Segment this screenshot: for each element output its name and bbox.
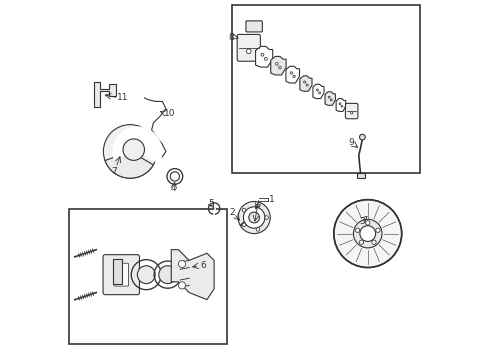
Circle shape	[333, 200, 401, 267]
Circle shape	[289, 72, 292, 74]
Polygon shape	[94, 82, 116, 107]
Circle shape	[275, 63, 278, 65]
Circle shape	[170, 172, 179, 181]
Circle shape	[246, 49, 251, 54]
Circle shape	[359, 134, 365, 140]
Polygon shape	[285, 66, 299, 83]
Text: 8: 8	[227, 33, 233, 42]
Circle shape	[327, 96, 329, 98]
Circle shape	[375, 228, 379, 233]
Circle shape	[350, 112, 352, 114]
Circle shape	[159, 266, 176, 284]
Text: 5: 5	[208, 199, 214, 208]
Circle shape	[243, 207, 264, 228]
Circle shape	[338, 103, 340, 105]
Polygon shape	[255, 46, 272, 67]
Polygon shape	[312, 84, 324, 99]
FancyBboxPatch shape	[103, 255, 139, 295]
Circle shape	[316, 89, 318, 91]
Circle shape	[264, 216, 268, 219]
Polygon shape	[335, 99, 345, 111]
Circle shape	[264, 57, 267, 60]
Circle shape	[371, 240, 375, 244]
FancyBboxPatch shape	[245, 21, 262, 32]
Bar	[356, 173, 364, 178]
Polygon shape	[299, 76, 311, 91]
Bar	[113, 258, 122, 284]
Circle shape	[137, 266, 155, 284]
Circle shape	[178, 282, 185, 289]
FancyBboxPatch shape	[114, 263, 128, 286]
Circle shape	[329, 99, 331, 101]
Circle shape	[103, 125, 157, 178]
Text: 9: 9	[347, 138, 353, 147]
Circle shape	[278, 66, 281, 69]
Text: 10: 10	[163, 109, 175, 118]
Circle shape	[305, 84, 307, 86]
Text: 6: 6	[200, 261, 206, 270]
Circle shape	[248, 212, 259, 223]
Circle shape	[355, 228, 359, 233]
Circle shape	[261, 53, 264, 56]
Circle shape	[256, 204, 259, 207]
Wedge shape	[105, 152, 153, 178]
Text: 3: 3	[359, 217, 365, 226]
Text: 1: 1	[268, 195, 274, 204]
Circle shape	[242, 223, 245, 227]
Circle shape	[123, 139, 144, 160]
Text: 7: 7	[111, 167, 117, 176]
FancyBboxPatch shape	[345, 103, 357, 119]
Circle shape	[318, 92, 320, 94]
Circle shape	[303, 81, 305, 83]
Circle shape	[340, 105, 342, 107]
Polygon shape	[325, 92, 335, 105]
Text: 2: 2	[229, 208, 234, 217]
Circle shape	[292, 75, 295, 77]
Text: 4: 4	[170, 184, 176, 193]
FancyBboxPatch shape	[237, 35, 260, 61]
Circle shape	[238, 202, 270, 234]
Circle shape	[353, 219, 381, 248]
Circle shape	[359, 240, 363, 244]
Circle shape	[256, 228, 259, 231]
Bar	[231, 5, 419, 173]
Wedge shape	[112, 126, 162, 164]
Bar	[69, 208, 226, 344]
Circle shape	[359, 226, 375, 242]
Polygon shape	[171, 249, 214, 300]
Polygon shape	[270, 57, 285, 75]
Circle shape	[178, 260, 185, 267]
Circle shape	[365, 221, 369, 225]
Circle shape	[242, 208, 245, 212]
Text: 11: 11	[117, 93, 128, 102]
